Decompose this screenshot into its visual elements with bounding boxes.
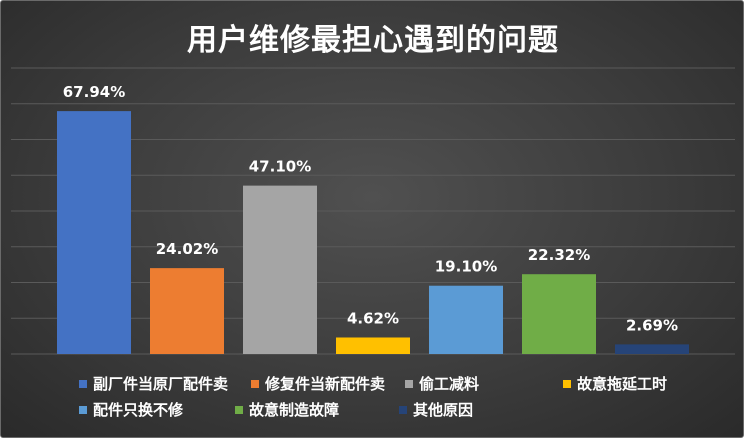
data-label: 67.94% [63, 83, 125, 101]
bar [522, 274, 596, 354]
legend-item: 其他原因 [399, 399, 473, 420]
legend-swatch-icon [251, 379, 259, 388]
legend-item: 修复件当新配件卖 [251, 373, 385, 394]
chart-legend: 副厂件当原厂配件卖 修复件当新配件卖 偷工减料 故意拖延工时 配件只换不修 [79, 373, 719, 425]
legend-item: 故意拖延工时 [563, 373, 667, 394]
bar [429, 285, 503, 354]
legend-item: 配件只换不修 [79, 399, 183, 420]
bar [243, 185, 317, 354]
legend-swatch-icon [79, 405, 87, 414]
legend-swatch-icon [79, 379, 87, 388]
legend-label: 故意拖延工时 [577, 375, 668, 393]
legend-label: 其他原因 [413, 401, 474, 419]
legend-row-2: 配件只换不修 故意制造故障 其他原因 [79, 399, 719, 425]
chart-title: 用户维修最担心遇到的问题 [187, 23, 559, 58]
legend-swatch-icon [399, 405, 407, 414]
bar [57, 111, 131, 354]
legend-swatch-icon [235, 405, 243, 414]
data-label: 47.10% [249, 158, 311, 176]
legend-item: 偷工减料 [405, 373, 479, 394]
legend-label: 偷工减料 [419, 375, 480, 393]
bar [615, 344, 689, 354]
legend-label: 故意制造故障 [249, 401, 340, 419]
legend-label: 修复件当新配件卖 [265, 375, 386, 393]
data-label: 22.32% [528, 246, 590, 264]
legend-item: 副厂件当原厂配件卖 [79, 373, 228, 394]
legend-row-1: 副厂件当原厂配件卖 修复件当新配件卖 偷工减料 故意拖延工时 [79, 373, 719, 399]
bar [150, 268, 224, 354]
data-label: 4.62% [347, 309, 399, 327]
legend-label: 配件只换不修 [93, 401, 184, 419]
legend-label: 副厂件当原厂配件卖 [93, 375, 229, 393]
legend-item: 故意制造故障 [235, 399, 339, 420]
data-label: 2.69% [626, 316, 678, 334]
data-label: 24.02% [156, 240, 218, 258]
legend-swatch-icon [405, 379, 413, 388]
data-label: 19.10% [435, 258, 497, 276]
legend-swatch-icon [563, 379, 571, 388]
bar [336, 337, 410, 354]
